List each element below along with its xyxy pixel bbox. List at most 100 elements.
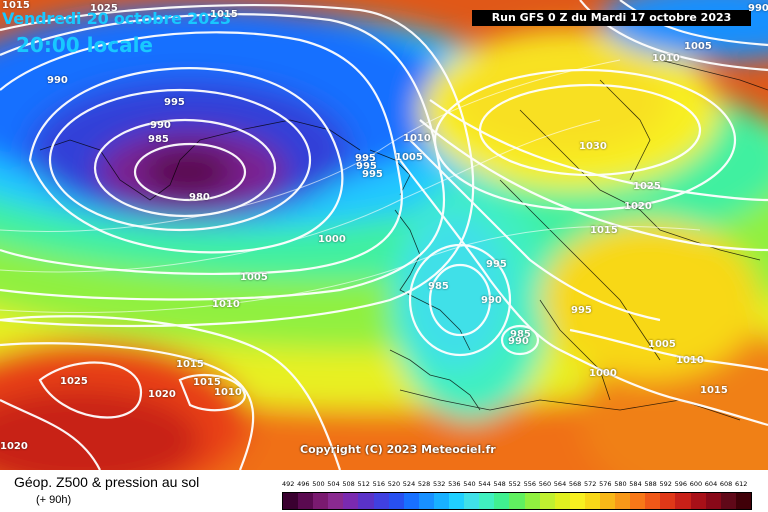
isobar-label-iso-1015-sw2: 1015 [193, 377, 221, 388]
scale-label-492: 492 [282, 480, 295, 488]
isobar-label-iso-1005-e: 1005 [648, 339, 676, 350]
scale-swatch-23 [630, 493, 646, 509]
valid-date-label: Vendredi 20 octobre 2023 [2, 9, 231, 28]
scale-label-504: 504 [327, 480, 340, 488]
isobar-label-iso-1000: 1000 [318, 234, 346, 245]
isobar-label-iso-985: 985 [148, 134, 169, 145]
scale-label-576: 576 [599, 480, 612, 488]
isobar-label-iso-985-uk: 985 [428, 281, 449, 292]
isobar-label-iso-1010-w: 1010 [212, 299, 240, 310]
isobar-label-iso-1030: 1030 [579, 141, 607, 152]
scale-swatch-21 [599, 493, 616, 509]
isobar-label-iso-1005-ne: 1005 [684, 41, 712, 52]
isobar-label-iso-995-a: 995 [164, 97, 185, 108]
geopotential-map: Vendredi 20 octobre 2023 20:00 locale Ru… [0, 0, 768, 470]
copyright-label: Copyright (C) 2023 Meteociel.fr [300, 443, 496, 456]
scale-label-592: 592 [659, 480, 672, 488]
legend-footer: Géop. Z500 & pression au sol (+ 90h) 492… [0, 470, 768, 512]
scale-swatch-4 [343, 493, 359, 509]
scale-label-612: 612 [735, 480, 748, 488]
scale-label-508: 508 [342, 480, 355, 488]
isobar-label-iso-1010-sw: 1010 [214, 387, 242, 398]
color-scale-bar [282, 492, 752, 510]
scale-swatch-10 [433, 493, 450, 509]
scale-label-532: 532 [433, 480, 446, 488]
scale-swatch-27 [690, 493, 706, 509]
scale-swatch-7 [388, 493, 404, 509]
scale-label-560: 560 [538, 480, 552, 488]
scale-swatch-19 [569, 493, 585, 509]
scale-swatch-25 [660, 493, 676, 509]
isobar-label-iso-1010-ne: 1010 [652, 53, 680, 64]
scale-swatch-22 [615, 493, 631, 509]
scale-swatch-5 [358, 493, 374, 509]
isobar-label-iso-1015-se: 1015 [590, 225, 618, 236]
scale-swatch-18 [554, 493, 570, 509]
scale-swatch-29 [720, 493, 736, 509]
scale-label-524: 524 [402, 480, 416, 488]
isobar-label-iso-1020-sw: 1020 [148, 389, 176, 400]
scale-swatch-3 [328, 493, 344, 509]
isobar-label-iso-995-e: 995 [362, 169, 383, 180]
scale-label-552: 552 [508, 480, 521, 488]
scale-label-572: 572 [584, 480, 597, 488]
scale-swatch-14 [494, 493, 510, 509]
isobar-label-iso-990-fr: 990 [508, 336, 529, 347]
isobar-label-iso-995-c: 995 [355, 153, 376, 164]
isobar-label-iso-990-b: 990 [150, 120, 171, 131]
isobar-label-iso-1015-tl: 1015 [2, 0, 30, 11]
scale-label-540: 540 [463, 480, 476, 488]
scale-swatch-28 [705, 493, 721, 509]
local-time-label: 20:00 locale [16, 33, 153, 57]
run-info-banner: Run GFS 0 Z du Mardi 17 octobre 2023 [472, 10, 751, 26]
isobar-label-iso-985-fr: 985 [510, 329, 531, 340]
scale-label-564: 564 [553, 480, 567, 488]
isobar-label-iso-990-ne: 990 [748, 3, 768, 14]
scale-swatch-9 [418, 493, 434, 509]
scale-label-568: 568 [568, 480, 582, 488]
scale-swatch-12 [464, 493, 480, 509]
scale-label-496: 496 [297, 480, 310, 488]
scale-swatch-26 [675, 493, 691, 509]
isobar-label-iso-1010-e: 1010 [676, 355, 704, 366]
isobar-label-iso-1025-top: 1025 [90, 3, 118, 14]
isobar-label-iso-1015-sw: 1015 [176, 359, 204, 370]
scale-swatch-0 [283, 493, 299, 509]
scale-label-528: 528 [417, 480, 431, 488]
legend-title: Géop. Z500 & pression au sol [14, 474, 200, 490]
scale-swatch-20 [584, 493, 600, 509]
isobar-label-iso-995-uk: 995 [486, 259, 507, 270]
scale-swatch-11 [449, 493, 465, 509]
isobar-label-iso-990-uk: 990 [481, 295, 502, 306]
isobar-label-iso-1010-mid: 1010 [403, 133, 431, 144]
isobar-label-iso-995-d: 995 [356, 161, 377, 172]
isobar-label-iso-1005-mid: 1005 [395, 152, 423, 163]
scale-label-556: 556 [523, 480, 537, 488]
scale-label-512: 512 [357, 480, 370, 488]
scale-swatch-30 [735, 493, 751, 509]
scale-swatch-8 [403, 493, 419, 509]
scale-label-516: 516 [372, 480, 386, 488]
scale-swatch-24 [645, 493, 661, 509]
isobar-label-iso-1020-bl: 1020 [0, 441, 28, 452]
scale-label-596: 596 [674, 480, 688, 488]
scale-swatch-16 [524, 493, 540, 509]
isobar-label-iso-995-eu: 995 [571, 305, 592, 316]
scale-label-608: 608 [719, 480, 733, 488]
isobar-label-iso-1005-w: 1005 [240, 272, 268, 283]
scale-label-548: 548 [493, 480, 506, 488]
scale-swatch-6 [373, 493, 389, 509]
scale-label-580: 580 [614, 480, 627, 488]
scale-swatch-17 [539, 493, 555, 509]
scale-label-520: 520 [387, 480, 401, 488]
scale-label-604: 604 [704, 480, 718, 488]
scale-swatch-1 [298, 493, 314, 509]
scale-label-588: 588 [644, 480, 657, 488]
isobar-label-iso-1025-scan: 1025 [633, 181, 661, 192]
isobar-label-iso-1000-med: 1000 [589, 368, 617, 379]
legend-subtitle: (+ 90h) [36, 494, 72, 506]
scale-swatch-13 [479, 493, 495, 509]
isobar-label-iso-990-left: 990 [47, 75, 68, 86]
isobar-label-iso-1015-e: 1015 [700, 385, 728, 396]
